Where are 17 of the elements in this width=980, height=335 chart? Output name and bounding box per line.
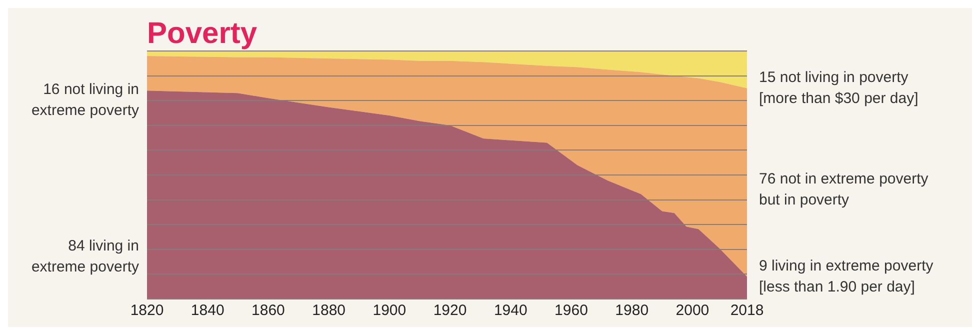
x-tick-label: 1960 — [554, 302, 588, 320]
x-tick-label: 1840 — [190, 302, 224, 320]
x-tick-label: 2000 — [676, 302, 710, 320]
x-tick-label: 1940 — [494, 302, 528, 320]
x-tick-label: 2018 — [730, 302, 764, 320]
text: 84 living in extreme poverty — [31, 237, 140, 276]
text: 16 not living in extreme poverty — [31, 81, 140, 120]
x-tick-label: 1980 — [615, 302, 649, 320]
x-tick-label: 1900 — [372, 302, 406, 320]
text: 15 not living in poverty [more than $30 per day] — [759, 68, 918, 107]
x-tick-label: 1860 — [252, 302, 285, 320]
x-tick-label: 1820 — [130, 302, 164, 320]
x-tick-label: 1880 — [312, 302, 346, 320]
x-tick-label: 1920 — [433, 302, 467, 320]
text: 9 living in extreme poverty [less than 1.90 per day] — [759, 257, 934, 296]
chart-title: Poverty — [147, 17, 258, 50]
text: 76 not in extreme poverty but in poverty — [759, 170, 929, 209]
